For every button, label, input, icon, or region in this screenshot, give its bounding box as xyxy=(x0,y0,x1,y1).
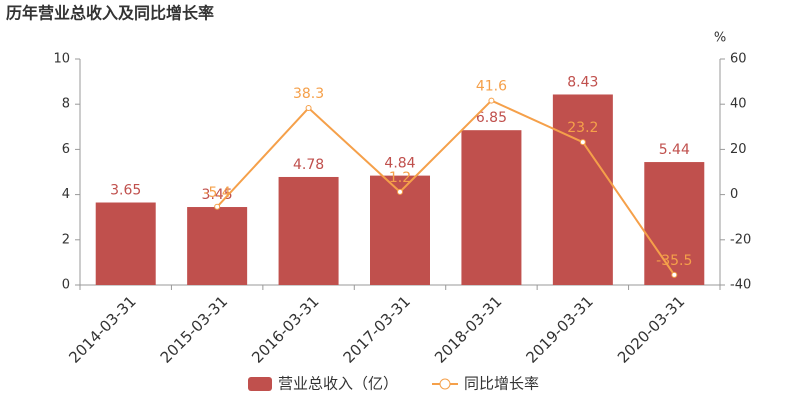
bar-value-label: 6.85 xyxy=(476,110,507,126)
legend-label: 营业总收入（亿） xyxy=(278,375,398,393)
bar-value-label: 8.43 xyxy=(567,74,598,90)
y2-tick-label: 20 xyxy=(730,142,747,157)
bar xyxy=(552,94,613,286)
bar-value-label: 3.65 xyxy=(110,183,141,199)
y2-tick-label: -20 xyxy=(730,232,751,247)
legend-label: 同比增长率 xyxy=(464,375,539,393)
line-value-label: 1.2 xyxy=(389,170,411,186)
bar-value-label: 5.44 xyxy=(659,142,690,158)
bar xyxy=(644,162,705,285)
line-value-label: 38.3 xyxy=(293,86,324,102)
x-tick-label: 2016-03-31 xyxy=(248,292,322,366)
line-value-label: -35.5 xyxy=(656,253,692,269)
y-tick-label: 0 xyxy=(62,278,70,293)
y-tick-label: 6 xyxy=(62,142,70,157)
line xyxy=(216,99,676,276)
line-point xyxy=(671,271,678,278)
line-point xyxy=(488,97,495,104)
y2-tick-label: 0 xyxy=(730,187,738,202)
bar-value-label: 4.84 xyxy=(384,156,415,172)
y-tick-label: 8 xyxy=(62,97,70,112)
bar-value-label: 4.78 xyxy=(293,157,324,173)
bar xyxy=(187,207,248,285)
x-tick-label: 2019-03-31 xyxy=(522,292,596,366)
legend-swatch xyxy=(439,378,451,390)
bar xyxy=(95,202,156,285)
y-tick-label: 2 xyxy=(62,232,70,247)
bar xyxy=(461,130,522,285)
y2-tick-label: -40 xyxy=(730,278,751,293)
line-value-label: -5.4 xyxy=(203,185,230,201)
legend-swatch xyxy=(248,377,272,391)
line-value-label: 23.2 xyxy=(567,120,598,136)
line-value-label: 41.6 xyxy=(476,79,507,95)
x-tick-label: 2018-03-31 xyxy=(431,292,505,366)
y2-tick-label: 40 xyxy=(730,97,747,112)
line-point xyxy=(214,203,221,210)
x-tick-label: 2015-03-31 xyxy=(157,292,231,366)
line-point xyxy=(579,139,586,146)
y2-tick-label: 60 xyxy=(730,52,747,67)
bar xyxy=(278,176,339,285)
x-tick-label: 2020-03-31 xyxy=(614,292,688,366)
y2-axis-label: % xyxy=(714,31,726,46)
y-tick-label: 10 xyxy=(53,52,70,67)
line-point xyxy=(305,105,312,112)
line-point xyxy=(397,188,403,195)
y-tick-label: 4 xyxy=(62,187,70,202)
chart-title: 历年营业总收入及同比增长率 xyxy=(6,4,214,23)
x-tick-label: 2017-03-31 xyxy=(340,292,414,366)
x-tick-label: 2014-03-31 xyxy=(65,292,139,366)
